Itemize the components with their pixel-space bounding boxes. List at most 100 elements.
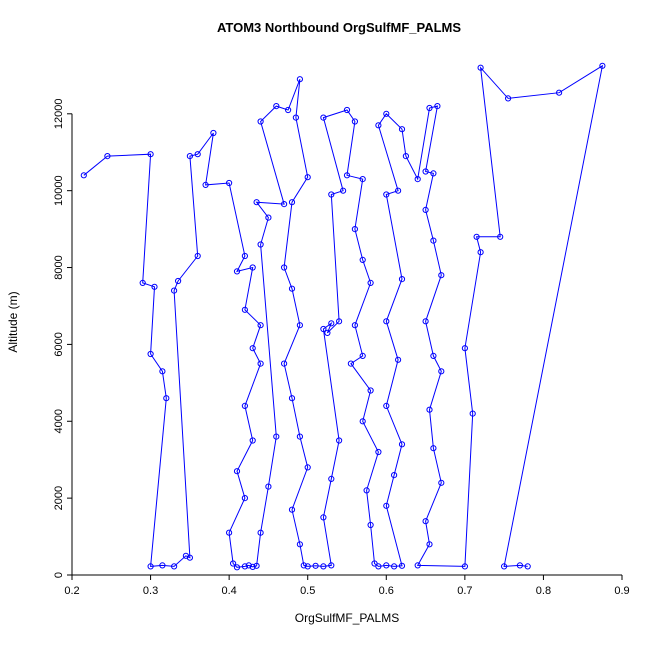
data-point-marker [288, 395, 296, 402]
data-point-marker [257, 118, 264, 125]
data-point-marker [371, 560, 378, 567]
y-tick-label: 6000 [53, 332, 65, 356]
data-point-marker [233, 468, 241, 475]
data-point-marker [194, 151, 201, 158]
y-axis: 0 2000 4000 6000 8000 10000 12000 [53, 99, 73, 578]
y-tick-label: 12000 [53, 99, 65, 130]
data-point-marker [249, 264, 256, 271]
data-point-marker [296, 76, 303, 83]
y-tick-label: 2000 [53, 486, 65, 510]
data-point-marker [516, 562, 524, 569]
data-point-marker [422, 168, 429, 175]
data-point-marker [104, 153, 111, 160]
data-point-marker [241, 252, 248, 260]
data-point-marker [398, 126, 406, 133]
data-point-marker [359, 176, 366, 183]
data-point-marker [320, 563, 327, 570]
data-point-marker [359, 352, 366, 359]
y-tick-label: 8000 [53, 255, 65, 279]
y-tick-label: 0 [53, 572, 65, 578]
data-point-marker [241, 563, 248, 570]
x-tick-label: 0.6 [379, 585, 394, 597]
data-point-marker [159, 562, 166, 569]
data-point-marker [461, 345, 468, 352]
data-point-marker [296, 322, 303, 329]
data-point-marker [497, 233, 504, 240]
x-tick-label: 0.9 [614, 585, 629, 597]
data-point-marker [320, 325, 327, 333]
data-point-marker [359, 256, 366, 263]
data-point-marker [430, 352, 437, 359]
data-point-marker [245, 562, 252, 569]
data-point-marker [249, 345, 256, 352]
data-point-marker [343, 172, 351, 179]
data-point-marker [194, 252, 201, 260]
data-point-marker [336, 318, 343, 325]
data-point-marker [288, 199, 296, 206]
data-point-marker [438, 479, 445, 486]
data-point-marker [414, 562, 421, 569]
data-point-marker [273, 103, 280, 110]
data-point-marker [171, 287, 178, 294]
data-point-marker [163, 395, 170, 402]
data-line [83, 64, 604, 568]
data-point-marker [398, 562, 406, 569]
data-point-marker [383, 502, 390, 509]
x-axis: 0.2 0.3 0.4 0.5 0.6 0.7 0.8 0.9 [64, 574, 630, 597]
data-point-marker [281, 264, 288, 271]
y-axis-label: Altitude (m) [6, 291, 20, 352]
data-point-marker [226, 179, 233, 187]
data-point-marker [147, 563, 154, 570]
data-point-marker [426, 541, 433, 548]
x-tick-label: 0.2 [64, 585, 79, 597]
data-point-marker [159, 368, 166, 375]
data-point-marker [320, 514, 327, 521]
data-point-marker [288, 506, 296, 513]
data-point-marker [343, 106, 351, 114]
data-point-marker [505, 95, 512, 102]
data-point-marker [438, 368, 445, 375]
line-path [83, 64, 604, 568]
data-point-marker [281, 360, 288, 367]
data-point-marker [186, 153, 193, 160]
data-point-marker [347, 360, 354, 367]
data-point-marker [257, 241, 264, 248]
x-tick-label: 0.7 [457, 585, 472, 597]
data-point-marker [281, 201, 288, 208]
data-point-marker [375, 448, 382, 456]
data-point-marker [265, 483, 272, 490]
data-point-marker [288, 285, 296, 292]
data-point-marker [383, 402, 390, 409]
y-tick-label: 4000 [53, 409, 65, 433]
data-point-marker [320, 114, 327, 121]
data-point-marker [328, 475, 335, 482]
data-point-marker [422, 206, 429, 213]
y-tick-label: 10000 [53, 175, 65, 206]
data-point-marker [139, 279, 146, 286]
data-point-marker [395, 356, 402, 363]
data-point-marker [473, 233, 480, 240]
data-point-marker [296, 541, 303, 548]
data-point-marker [398, 276, 406, 283]
data-point-marker [241, 402, 248, 409]
data-point-marker [477, 64, 484, 71]
data-point-marker [304, 174, 311, 181]
data-point-marker [556, 89, 563, 96]
data-point-marker [402, 153, 409, 160]
data-point-marker [430, 445, 437, 452]
data-point-marker [414, 176, 421, 183]
data-point-marker [599, 62, 606, 69]
data-point-marker [257, 529, 264, 536]
data-point-marker [257, 360, 264, 367]
data-point-marker [249, 437, 256, 444]
data-point-marker [253, 562, 260, 569]
data-point-marker [226, 529, 233, 536]
data-point-marker [312, 562, 319, 569]
data-point-marker [375, 563, 382, 570]
data-points [80, 62, 606, 571]
data-point-marker [391, 563, 398, 570]
data-point-marker [367, 279, 374, 286]
data-point-marker [422, 518, 429, 525]
